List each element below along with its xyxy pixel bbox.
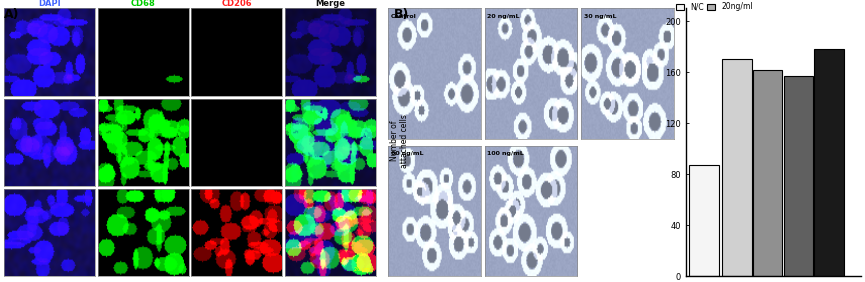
Title: CD206: CD206 (221, 0, 252, 8)
Text: A): A) (4, 8, 20, 21)
Bar (722, 60, 752, 276)
Text: B): B) (394, 8, 409, 21)
Title: Merge: Merge (315, 0, 345, 8)
Bar (753, 70, 782, 276)
Text: Number of
attached cells: Number of attached cells (390, 114, 409, 168)
Bar (784, 76, 813, 276)
Title: DAPI: DAPI (38, 0, 61, 8)
Text: 60 ng/mL: 60 ng/mL (391, 151, 424, 156)
Bar (814, 49, 844, 276)
Bar (689, 165, 719, 276)
Text: Control: Control (391, 14, 417, 19)
Title: CD68: CD68 (131, 0, 156, 8)
Legend: N/C, 20ng/ml: N/C, 20ng/ml (676, 2, 753, 12)
Text: 20 ng/mL: 20 ng/mL (488, 14, 520, 19)
Text: 30 ng/mL: 30 ng/mL (584, 14, 617, 19)
Text: 20 μm: 20 μm (355, 267, 370, 272)
Text: 100 ng/mL: 100 ng/mL (488, 151, 524, 156)
